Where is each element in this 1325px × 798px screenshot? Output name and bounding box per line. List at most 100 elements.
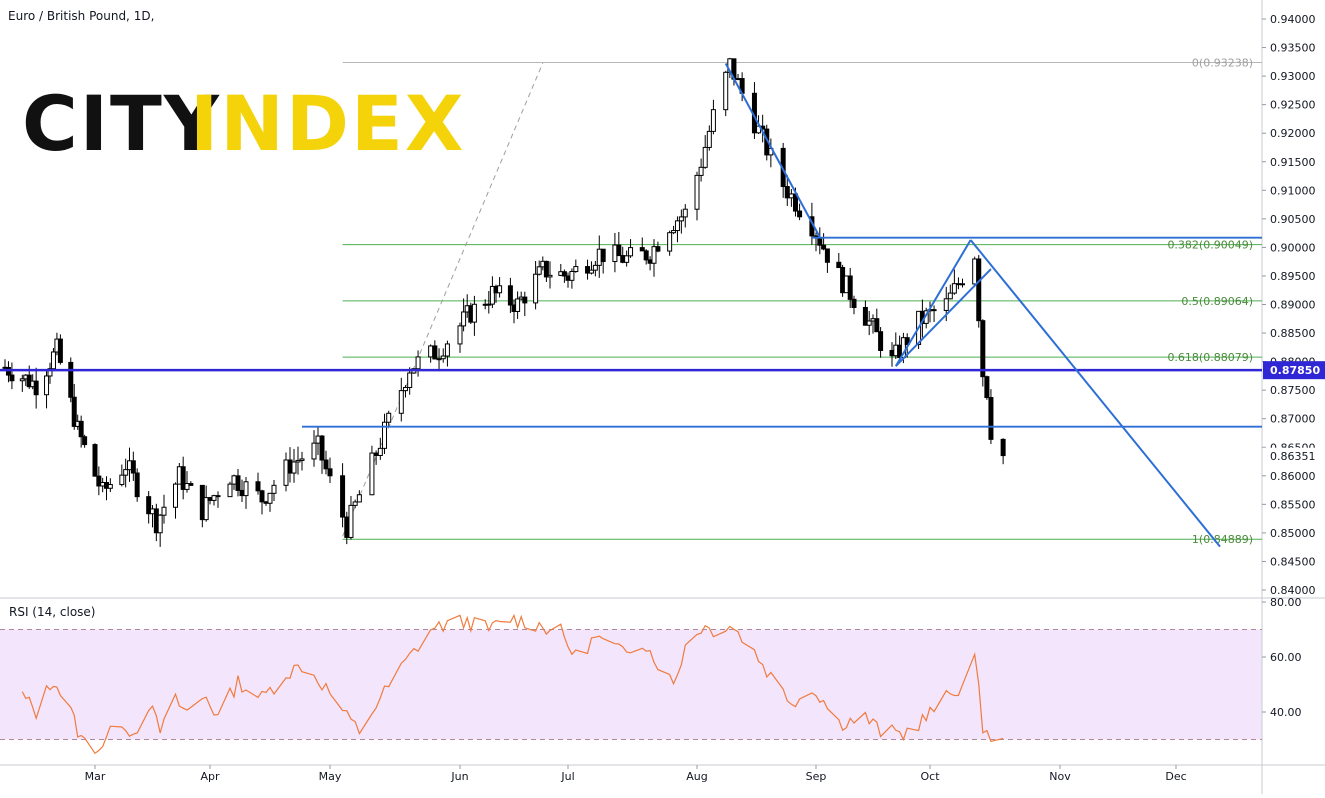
candle: [57, 334, 63, 365]
candle-body: [173, 483, 178, 508]
candle-body: [323, 459, 329, 470]
candle: [1000, 438, 1006, 465]
y-tick-label: 0.93000: [1270, 70, 1316, 83]
candle: [188, 481, 194, 486]
candle-body: [951, 283, 957, 294]
candle: [866, 310, 872, 336]
candle-body: [215, 495, 221, 498]
candle: [299, 451, 305, 471]
candle: [522, 291, 528, 317]
fib-level-label: 0.618(0.88079): [1167, 351, 1253, 364]
candle: [667, 230, 673, 256]
candle-body: [295, 459, 301, 463]
x-tick-label: Sep: [806, 770, 827, 783]
candle: [96, 466, 102, 496]
candle-body: [123, 469, 129, 476]
candle-body: [263, 501, 269, 504]
candle-body: [874, 318, 880, 333]
candle-body: [976, 258, 982, 322]
candle-body: [931, 309, 937, 312]
candle-body: [620, 255, 626, 263]
candle-body: [821, 244, 827, 250]
candle: [972, 256, 978, 287]
candle: [440, 348, 446, 363]
candle: [123, 458, 129, 488]
candle-body: [702, 146, 708, 168]
candle: [569, 268, 575, 289]
candle-body: [960, 283, 965, 286]
candle: [267, 492, 273, 512]
candle: [352, 499, 358, 509]
candle: [319, 434, 325, 474]
candle-body: [382, 421, 388, 449]
x-tick-label: May: [319, 770, 342, 783]
candle-body: [735, 78, 741, 81]
candle: [947, 284, 953, 300]
candle-body: [271, 484, 277, 494]
candle-body: [107, 484, 113, 489]
rsi-y-tick-label: 80.00: [1270, 596, 1302, 609]
candle: [655, 241, 661, 253]
candle-body: [955, 283, 961, 286]
candle-body: [161, 506, 167, 516]
candle: [243, 476, 249, 509]
candle: [71, 384, 77, 430]
price-label-box: [1263, 361, 1325, 380]
candle: [291, 449, 297, 483]
candle-body: [415, 356, 421, 370]
candle-body: [344, 516, 350, 538]
rsi-y-tick-label: 60.00: [1270, 651, 1302, 664]
candle-body: [489, 285, 495, 305]
rsi-line: [21, 613, 1004, 755]
candle: [432, 340, 438, 360]
trend-line: [894, 239, 972, 367]
candle-body: [694, 174, 700, 210]
candle: [78, 415, 84, 448]
candle-body: [71, 396, 77, 427]
fib-level-label: 1(0.84889): [1192, 533, 1253, 546]
candle-body: [203, 497, 209, 521]
y-tick-label: 0.89000: [1270, 299, 1316, 312]
candle-body: [536, 266, 542, 275]
candle-body: [134, 472, 140, 498]
candle: [547, 261, 553, 289]
candle-body: [146, 496, 152, 515]
candle: [47, 362, 53, 384]
candle: [82, 434, 88, 448]
candle-body: [862, 306, 868, 326]
candle: [489, 276, 495, 309]
candle-body: [547, 274, 553, 278]
candle-body: [847, 275, 853, 300]
candle-body: [299, 458, 305, 461]
candle-body: [283, 459, 289, 486]
candle: [698, 158, 704, 182]
candle: [386, 410, 392, 428]
candle: [836, 252, 842, 269]
candle-body: [184, 483, 190, 490]
candle: [643, 249, 649, 265]
candle: [874, 308, 880, 333]
candle: [515, 291, 521, 319]
candle: [678, 209, 684, 234]
x-tick-label: Jul: [560, 770, 574, 783]
candle: [50, 347, 56, 372]
candle: [180, 456, 186, 500]
candle-body: [988, 397, 994, 440]
candle-body: [47, 368, 53, 377]
candle-body: [92, 444, 98, 477]
candle-body: [44, 375, 50, 396]
trend-line: [969, 239, 1221, 548]
candle-body: [315, 435, 321, 444]
candle-body: [311, 442, 317, 460]
candle-body: [78, 420, 84, 438]
candle-body: [369, 452, 375, 496]
candle: [203, 485, 209, 522]
candle: [407, 367, 413, 395]
candle: [507, 277, 513, 314]
trend-line: [895, 268, 992, 367]
candle-body: [497, 285, 503, 294]
y-tick-label: 0.91000: [1270, 184, 1316, 197]
candle: [862, 300, 868, 326]
